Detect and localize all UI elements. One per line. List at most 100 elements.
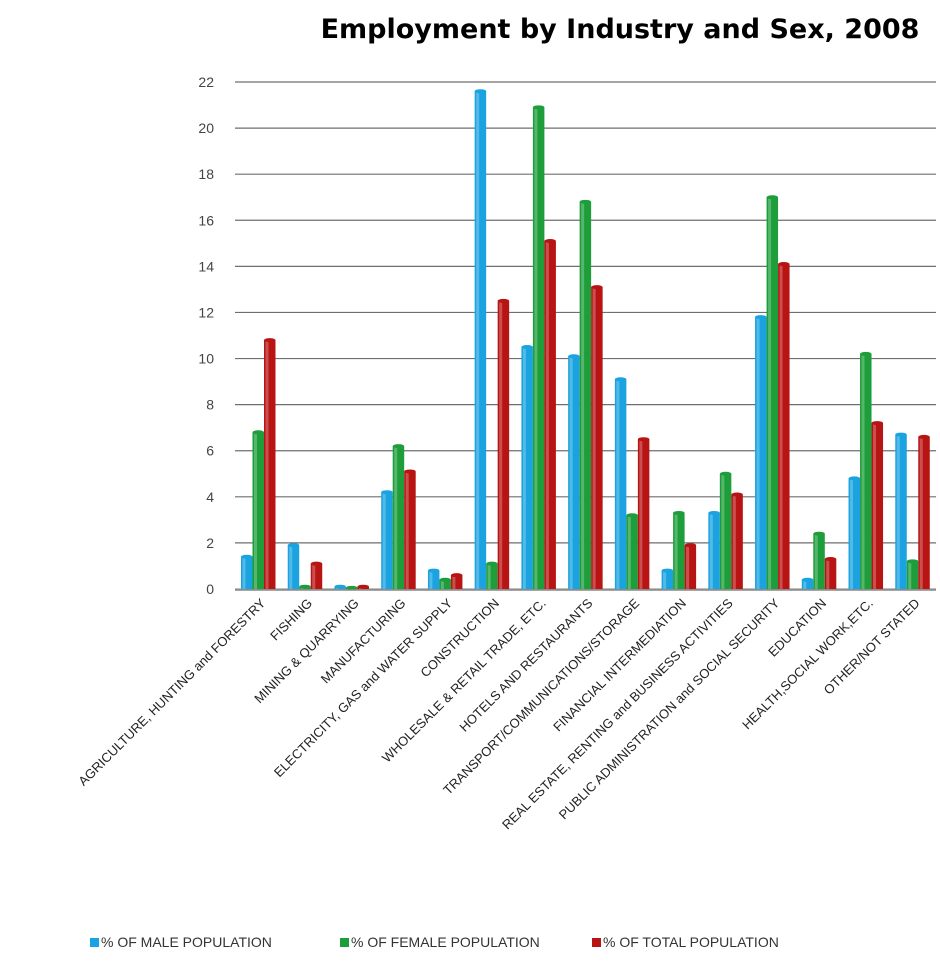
bar-body <box>427 570 440 589</box>
x-category-label: OTHER/NOT STATED <box>821 596 923 698</box>
bar-body <box>521 347 533 589</box>
bar <box>568 354 580 589</box>
bar-body <box>918 436 930 589</box>
bar <box>661 568 674 589</box>
bar <box>813 531 825 589</box>
bar <box>579 199 592 589</box>
y-tick-label: 14 <box>198 258 214 274</box>
bar-top <box>755 315 767 320</box>
bar <box>637 437 650 589</box>
bar <box>766 195 779 589</box>
bar-body <box>241 556 253 589</box>
y-tick-label: 2 <box>206 535 214 551</box>
x-category-label: MANUFACTURING <box>318 596 409 687</box>
chart-title: Employment by Industry and Sex, 2008 <box>320 14 920 45</box>
y-tick-label: 6 <box>206 443 214 459</box>
bar-highlight <box>803 579 807 589</box>
bar-body <box>755 317 767 589</box>
bar-top <box>579 199 592 204</box>
bar <box>252 430 264 589</box>
bar-highlight <box>627 515 631 589</box>
bar-body <box>497 300 510 589</box>
y-tick-label: 22 <box>198 74 214 90</box>
y-axis-tick-labels: 0 2 4 6 8 10 12 14 16 18 20 22 <box>198 74 214 597</box>
bar <box>801 577 814 589</box>
bar <box>439 577 451 589</box>
bar <box>544 239 556 589</box>
bar-highlight <box>861 353 865 589</box>
bar-top <box>731 492 743 497</box>
bar-highlight <box>732 494 736 589</box>
bar-body <box>719 473 732 589</box>
legend: % OF MALE POPULATION % OF FEMALE POPULATI… <box>90 934 779 950</box>
bar-highlight <box>779 264 783 589</box>
bar-highlight <box>534 107 538 589</box>
bar-highlight <box>382 492 386 589</box>
bar-highlight <box>476 91 480 589</box>
bar-highlight <box>254 432 257 589</box>
bar-top <box>241 554 253 559</box>
bar-top <box>824 557 837 562</box>
bar-top <box>918 434 930 439</box>
bar-body <box>637 439 650 589</box>
legend-label: % OF TOTAL POPULATION <box>603 934 779 950</box>
legend-swatch <box>592 938 601 947</box>
bar-top <box>614 377 627 382</box>
bar-top <box>334 584 346 589</box>
y-tick-label: 10 <box>198 351 214 367</box>
legend-item: % OF TOTAL POPULATION <box>592 934 779 950</box>
bar-highlight <box>289 545 293 589</box>
x-category-label: CONSTRUCTION <box>417 596 502 681</box>
bar-top <box>357 584 369 589</box>
legend-label: % OF MALE POPULATION <box>101 934 272 950</box>
bar-body <box>532 107 545 589</box>
bar-top <box>860 351 872 356</box>
bar-highlight <box>850 478 854 589</box>
bar-body <box>439 579 451 589</box>
bar <box>778 262 790 589</box>
bar-top <box>813 531 825 536</box>
bar-top <box>568 354 580 359</box>
bar-top <box>906 559 919 564</box>
bar-highlight <box>545 241 549 589</box>
bar <box>310 561 323 589</box>
bar-top <box>345 585 358 590</box>
bar-top <box>637 437 650 442</box>
bar-highlight <box>756 317 760 589</box>
y-tick-label: 16 <box>198 212 214 228</box>
bar-body <box>813 533 825 589</box>
bar-body <box>848 478 861 589</box>
bar-highlight <box>405 471 409 589</box>
bar-highlight <box>814 533 818 589</box>
bar-body <box>766 197 779 589</box>
x-category-label: PUBLIC ADMINISTRATION and SOCIAL SECURIT… <box>556 595 783 822</box>
bar <box>871 421 884 589</box>
x-category-label: FISHING <box>267 596 315 644</box>
bar-top <box>848 476 861 481</box>
bar-highlight <box>908 561 912 589</box>
bar-top <box>427 568 440 573</box>
bar-body <box>871 423 884 589</box>
bar <box>731 492 743 589</box>
bar-top <box>532 105 545 110</box>
bar-highlight <box>639 439 643 589</box>
bar <box>626 513 638 589</box>
bar-body <box>801 579 814 589</box>
bar-highlight <box>394 446 398 589</box>
bar <box>860 351 872 589</box>
bar-top <box>766 195 779 200</box>
bar-top <box>708 510 720 515</box>
bar-highlight <box>919 436 923 589</box>
bar <box>848 476 861 589</box>
bar-body <box>579 201 592 589</box>
bar <box>241 554 253 589</box>
bar-top <box>450 573 463 578</box>
bar-highlight <box>242 556 246 589</box>
bar <box>614 377 627 589</box>
bar-highlight <box>581 201 585 589</box>
bar-top <box>381 490 393 495</box>
bar <box>299 584 311 589</box>
bar-top <box>719 471 732 476</box>
bar-body <box>381 492 393 589</box>
